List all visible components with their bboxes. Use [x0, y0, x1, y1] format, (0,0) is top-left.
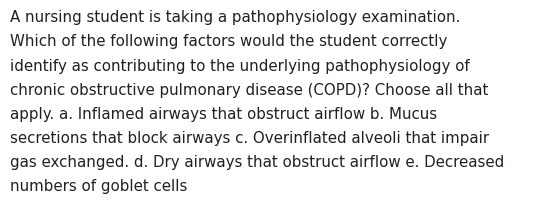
Text: chronic obstructive pulmonary disease (COPD)? Choose all that: chronic obstructive pulmonary disease (C… [10, 83, 488, 98]
Text: gas exchanged. d. Dry airways that obstruct airflow e. Decreased: gas exchanged. d. Dry airways that obstr… [10, 155, 504, 170]
Text: numbers of goblet cells: numbers of goblet cells [10, 179, 187, 194]
Text: identify as contributing to the underlying pathophysiology of: identify as contributing to the underlyi… [10, 59, 470, 74]
Text: apply. a. Inflamed airways that obstruct airflow b. Mucus: apply. a. Inflamed airways that obstruct… [10, 107, 437, 122]
Text: A nursing student is taking a pathophysiology examination.: A nursing student is taking a pathophysi… [10, 10, 460, 25]
Text: Which of the following factors would the student correctly: Which of the following factors would the… [10, 34, 448, 50]
Text: secretions that block airways c. Overinflated alveoli that impair: secretions that block airways c. Overinf… [10, 131, 489, 146]
